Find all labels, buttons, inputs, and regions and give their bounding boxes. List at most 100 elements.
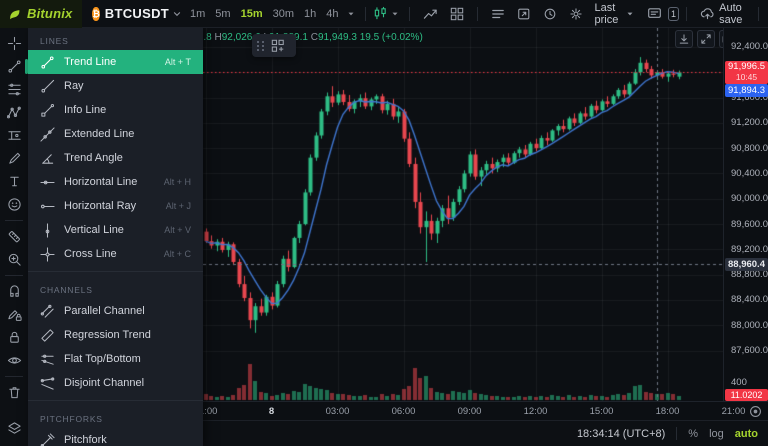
time-tick: 21:00 <box>721 406 746 417</box>
last-price-value: 91,996.5 <box>728 61 765 72</box>
time-axis[interactable]: 21:00 8 03:00 06:00 09:00 12:00 15:00 18:00 21:0… <box>194 401 768 421</box>
menu-item-label: Info Line <box>64 104 107 116</box>
hide-drawings-tool-button[interactable] <box>2 349 26 372</box>
symbol-chevron-down-icon[interactable] <box>171 8 183 20</box>
high-value: 92,026.6 <box>221 32 261 43</box>
price-tick: 92,400.0 <box>731 41 768 53</box>
object-tree-tool-button[interactable] <box>2 417 26 440</box>
drawing-lock-tool-button[interactable] <box>2 303 26 326</box>
text-tool-button[interactable] <box>2 170 26 193</box>
price-chart-canvas[interactable] <box>203 28 723 401</box>
timeframe-5m[interactable]: 5m <box>215 7 231 20</box>
menu-item-regression-trend[interactable]: Regression Trend <box>28 323 203 347</box>
log-scale-button[interactable]: log <box>709 427 724 440</box>
price-axis[interactable]: 400 92,800.092,400.092,000.091,600.091,2… <box>723 28 768 401</box>
time-tick: 8 <box>268 406 275 417</box>
candle-style-icon[interactable] <box>373 6 388 21</box>
auto-save-label: Auto save <box>719 1 743 26</box>
price-source-select[interactable]: Last price <box>595 2 635 26</box>
menu-item-label: Pitchfork <box>64 434 107 446</box>
time-tick: 06:00 <box>391 406 416 417</box>
menu-item-extended-line[interactable]: Extended Line <box>28 122 203 146</box>
trend-line-tool-button[interactable] <box>2 55 28 78</box>
lock-all-icon <box>7 330 22 345</box>
expand-chart-button[interactable] <box>697 30 715 48</box>
trend-line-icon <box>40 55 55 70</box>
alerts-message-icon[interactable] <box>647 6 662 21</box>
menu-item-pitchfork[interactable]: Pitchfork <box>28 428 203 446</box>
menu-item-label: Ray <box>64 80 84 92</box>
price-tick: 87,600.0 <box>731 345 768 356</box>
timeframe-15m[interactable]: 15m <box>240 7 263 20</box>
menu-section-pitchforks: PITCHFORKS <box>40 414 103 424</box>
bitunix-logo[interactable]: Bitunix <box>0 0 83 28</box>
menu-item-vertical-line[interactable]: Vertical Line Alt + V <box>28 218 203 242</box>
lock-all-tool-button[interactable] <box>2 326 26 349</box>
zoom-in-tool-button[interactable] <box>2 248 26 271</box>
scroll-to-realtime-icon[interactable] <box>749 405 762 421</box>
remove-drawings-tool-button[interactable] <box>2 381 26 404</box>
long-position-tool-button[interactable] <box>2 124 26 147</box>
parallel-channel-icon <box>40 304 55 319</box>
add-favorite-grid-icon[interactable] <box>271 39 285 53</box>
drawing-tools-menu: LINES Trend Line Alt + T Ray Info Line Extend… <box>28 28 203 446</box>
price-tick: 90,400.0 <box>731 167 768 179</box>
mark-price-label: 91,894.3 <box>725 84 768 97</box>
templates-list-icon[interactable] <box>491 7 505 21</box>
layout-grid-icon[interactable] <box>450 7 464 21</box>
emoji-tool-button[interactable] <box>2 193 26 216</box>
symbol-name[interactable]: BTCUSDT <box>104 6 170 21</box>
price-tick: 89,200.0 <box>731 243 768 255</box>
menu-item-ray[interactable]: Ray <box>28 74 203 98</box>
menu-item-parallel-channel[interactable]: Parallel Channel <box>28 299 203 323</box>
change-value: 19.5 (+0.02%) <box>359 32 423 43</box>
timeframe-4h[interactable]: 4h <box>326 7 339 20</box>
indicators-icon[interactable] <box>423 6 438 21</box>
xabcd-pattern-tool-button[interactable] <box>2 101 26 124</box>
brush-tool-button[interactable] <box>2 147 26 170</box>
magnet-tool-button[interactable] <box>2 280 26 303</box>
cloud-save-icon <box>700 6 715 21</box>
layout-count: 1 <box>671 8 677 19</box>
auto-save-button[interactable]: Auto save <box>700 2 744 26</box>
menu-item-flat-top-bottom[interactable]: Flat Top/Bottom <box>28 347 203 371</box>
menu-item-horizontal-line[interactable]: Horizontal Line Alt + H <box>28 170 203 194</box>
menu-item-shortcut: Alt + J <box>165 201 191 211</box>
chart-area[interactable]: O91,929.8 H92,026.6 L91,889.1 C91,949.3 … <box>203 28 723 401</box>
time-tick: 12:00 <box>523 406 548 417</box>
clock-icon[interactable] <box>543 7 557 21</box>
popup-window-icon[interactable] <box>517 7 531 21</box>
menu-item-cross-line[interactable]: Cross Line Alt + C <box>28 242 203 266</box>
emoji-icon <box>7 197 22 212</box>
timeframe-1m[interactable]: 1m <box>190 7 206 20</box>
menu-item-info-line[interactable]: Info Line <box>28 98 203 122</box>
close-value: 91,949.3 <box>317 32 357 43</box>
screenshot-button[interactable] <box>719 30 723 48</box>
price-source-label: Last price <box>594 1 619 26</box>
settings-gear-icon[interactable] <box>569 7 583 21</box>
price-source-chevron-icon <box>625 9 635 19</box>
info-line-icon <box>40 103 55 118</box>
fib-retracement-tool-button[interactable] <box>2 78 26 101</box>
timeframe-1h[interactable]: 1h <box>304 7 317 20</box>
ruler-tool-button[interactable] <box>2 225 26 248</box>
percent-scale-button[interactable]: % <box>688 427 699 440</box>
brand-name: Bitunix <box>27 6 73 21</box>
candle-style-chevron-icon[interactable] <box>390 9 400 19</box>
drag-handle-icon[interactable] <box>257 40 265 51</box>
save-chart-button[interactable] <box>675 30 693 48</box>
floating-favorites-toolbar[interactable] <box>252 34 296 57</box>
menu-item-trend-line[interactable]: Trend Line Alt + T <box>28 50 203 74</box>
auto-scale-button[interactable]: auto <box>734 427 758 440</box>
more-timeframes-chevron-icon[interactable] <box>346 9 356 19</box>
drawing-toolbar <box>0 28 28 446</box>
layout-count-button[interactable]: 1 <box>667 6 680 21</box>
menu-item-label: Horizontal Ray <box>64 200 137 212</box>
menu-item-trend-angle[interactable]: Trend Angle <box>28 146 203 170</box>
expand-icon <box>700 33 712 45</box>
toolbar-divider <box>5 220 23 221</box>
timeframe-30m[interactable]: 30m <box>272 7 295 20</box>
menu-item-disjoint-channel[interactable]: Disjoint Channel <box>28 371 203 395</box>
menu-item-horizontal-ray[interactable]: Horizontal Ray Alt + J <box>28 194 203 218</box>
crosshair-tool-button[interactable] <box>2 32 26 55</box>
